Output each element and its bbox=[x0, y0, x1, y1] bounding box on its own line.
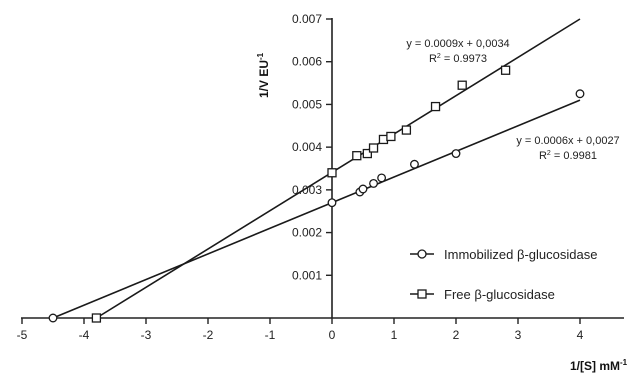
x-tick-label: -2 bbox=[203, 328, 214, 342]
x-tick-label: 3 bbox=[515, 328, 522, 342]
legend-marker-circle bbox=[418, 250, 426, 258]
data-point-immobilized bbox=[411, 160, 419, 168]
y-tick-label: 0.004 bbox=[292, 140, 322, 154]
x-axis-ticks: -5 -4 -3 -2 -1 0 1 2 3 4 bbox=[17, 318, 584, 342]
data-point-free bbox=[432, 103, 440, 111]
data-point-immobilized bbox=[359, 185, 367, 193]
legend-label-immobilized: Immobilized β-glucosidase bbox=[444, 247, 597, 262]
immobilized-r2: R2 = 0.9981 bbox=[539, 150, 597, 162]
x-axis-title: 1/[S] mM-1 bbox=[570, 358, 628, 373]
data-point-immobilized bbox=[452, 150, 460, 158]
x-tick-label: -1 bbox=[265, 328, 276, 342]
legend-label-free: Free β-glucosidase bbox=[444, 287, 555, 302]
x-tick-label: -4 bbox=[79, 328, 90, 342]
data-point-free bbox=[370, 144, 378, 152]
x-tick-label: 1 bbox=[391, 328, 398, 342]
data-point-immobilized bbox=[576, 90, 584, 98]
x-tick-label: 4 bbox=[577, 328, 584, 342]
data-point-free bbox=[328, 169, 336, 177]
free-r2: R2 = 0.9973 bbox=[429, 53, 487, 65]
free-equation: y = 0.0009x + 0,0034 bbox=[406, 38, 509, 50]
y-tick-label: 0.006 bbox=[292, 55, 322, 69]
y-tick-label: 0.002 bbox=[292, 226, 322, 240]
fit-line-free bbox=[96, 19, 580, 318]
data-point-immobilized bbox=[49, 314, 57, 322]
x-tick-label: 0 bbox=[329, 328, 336, 342]
legend-item-immobilized: Immobilized β-glucosidase bbox=[410, 247, 597, 262]
data-point-free bbox=[402, 126, 410, 134]
data-point-free bbox=[502, 66, 510, 74]
x-tick-label: 2 bbox=[453, 328, 460, 342]
y-tick-label: 0.007 bbox=[292, 12, 322, 26]
legend-item-free: Free β-glucosidase bbox=[410, 287, 555, 302]
data-point-immobilized bbox=[378, 174, 386, 182]
legend-marker-square bbox=[418, 290, 426, 298]
y-tick-label: 0.005 bbox=[292, 97, 322, 111]
x-tick-label: -3 bbox=[141, 328, 152, 342]
y-axis-title: 1/V EU-1 bbox=[256, 52, 271, 98]
data-point-free bbox=[387, 132, 395, 140]
fit-line-immobilized bbox=[53, 100, 580, 318]
x-tick-label: -5 bbox=[17, 328, 28, 342]
data-point-free bbox=[92, 314, 100, 322]
legend: Immobilized β-glucosidase Free β-glucosi… bbox=[410, 247, 597, 302]
data-point-free bbox=[458, 81, 466, 89]
y-tick-label: 0.001 bbox=[292, 268, 322, 282]
data-point-free bbox=[353, 152, 361, 160]
data-point-immobilized bbox=[328, 199, 336, 207]
data-point-immobilized bbox=[370, 180, 378, 188]
immobilized-equation: y = 0.0006x + 0,0027 bbox=[516, 135, 619, 147]
